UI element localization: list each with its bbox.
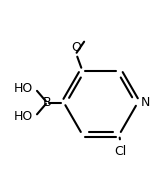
Text: HO: HO bbox=[14, 82, 33, 95]
Text: HO: HO bbox=[14, 110, 33, 124]
Text: O: O bbox=[72, 41, 81, 54]
Text: N: N bbox=[140, 96, 150, 109]
Text: B: B bbox=[43, 96, 51, 109]
Text: Cl: Cl bbox=[114, 145, 126, 158]
